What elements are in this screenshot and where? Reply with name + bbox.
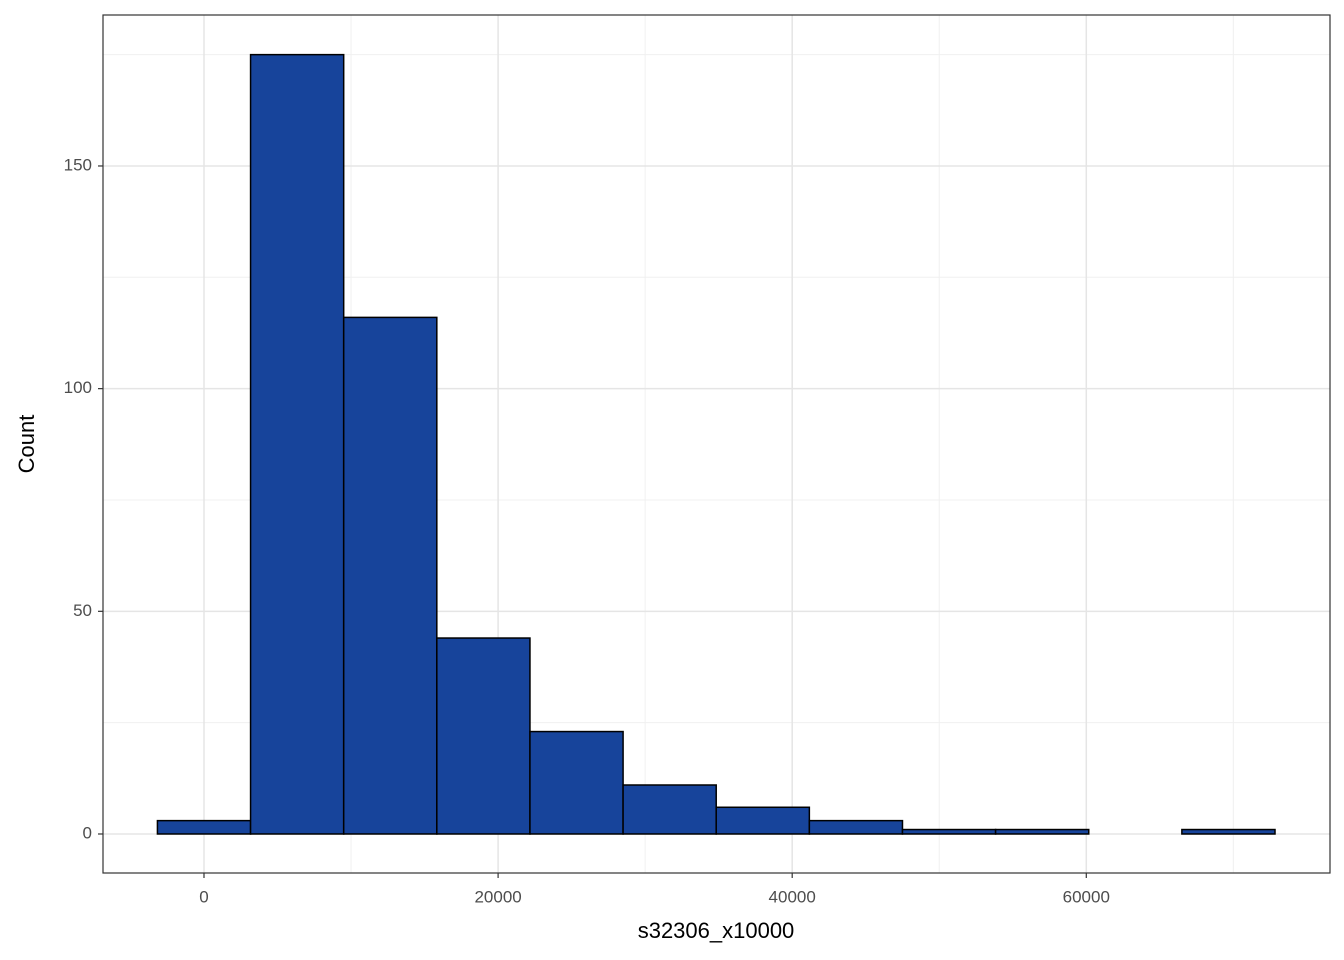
bar xyxy=(1181,828,1276,835)
bar xyxy=(342,316,438,835)
bar xyxy=(156,819,252,835)
y-axis-label: Count xyxy=(14,415,39,474)
bar xyxy=(249,53,345,835)
bar xyxy=(715,806,811,835)
y-tick-label: 0 xyxy=(83,823,92,842)
bar xyxy=(994,828,1090,835)
bar xyxy=(808,819,904,835)
bar xyxy=(901,828,997,835)
bar xyxy=(529,730,624,835)
bar xyxy=(622,784,717,835)
x-tick-label: 20000 xyxy=(474,887,521,906)
y-tick-label: 150 xyxy=(64,155,92,174)
panel-border xyxy=(102,14,1331,874)
bar xyxy=(436,637,531,835)
y-tick-label: 100 xyxy=(64,378,92,397)
x-tick-label: 40000 xyxy=(769,887,816,906)
x-tick-label: 0 xyxy=(199,887,208,906)
y-tick-label: 50 xyxy=(73,601,92,620)
x-axis-label: s32306_x10000 xyxy=(638,918,795,943)
x-tick-label: 60000 xyxy=(1063,887,1110,906)
